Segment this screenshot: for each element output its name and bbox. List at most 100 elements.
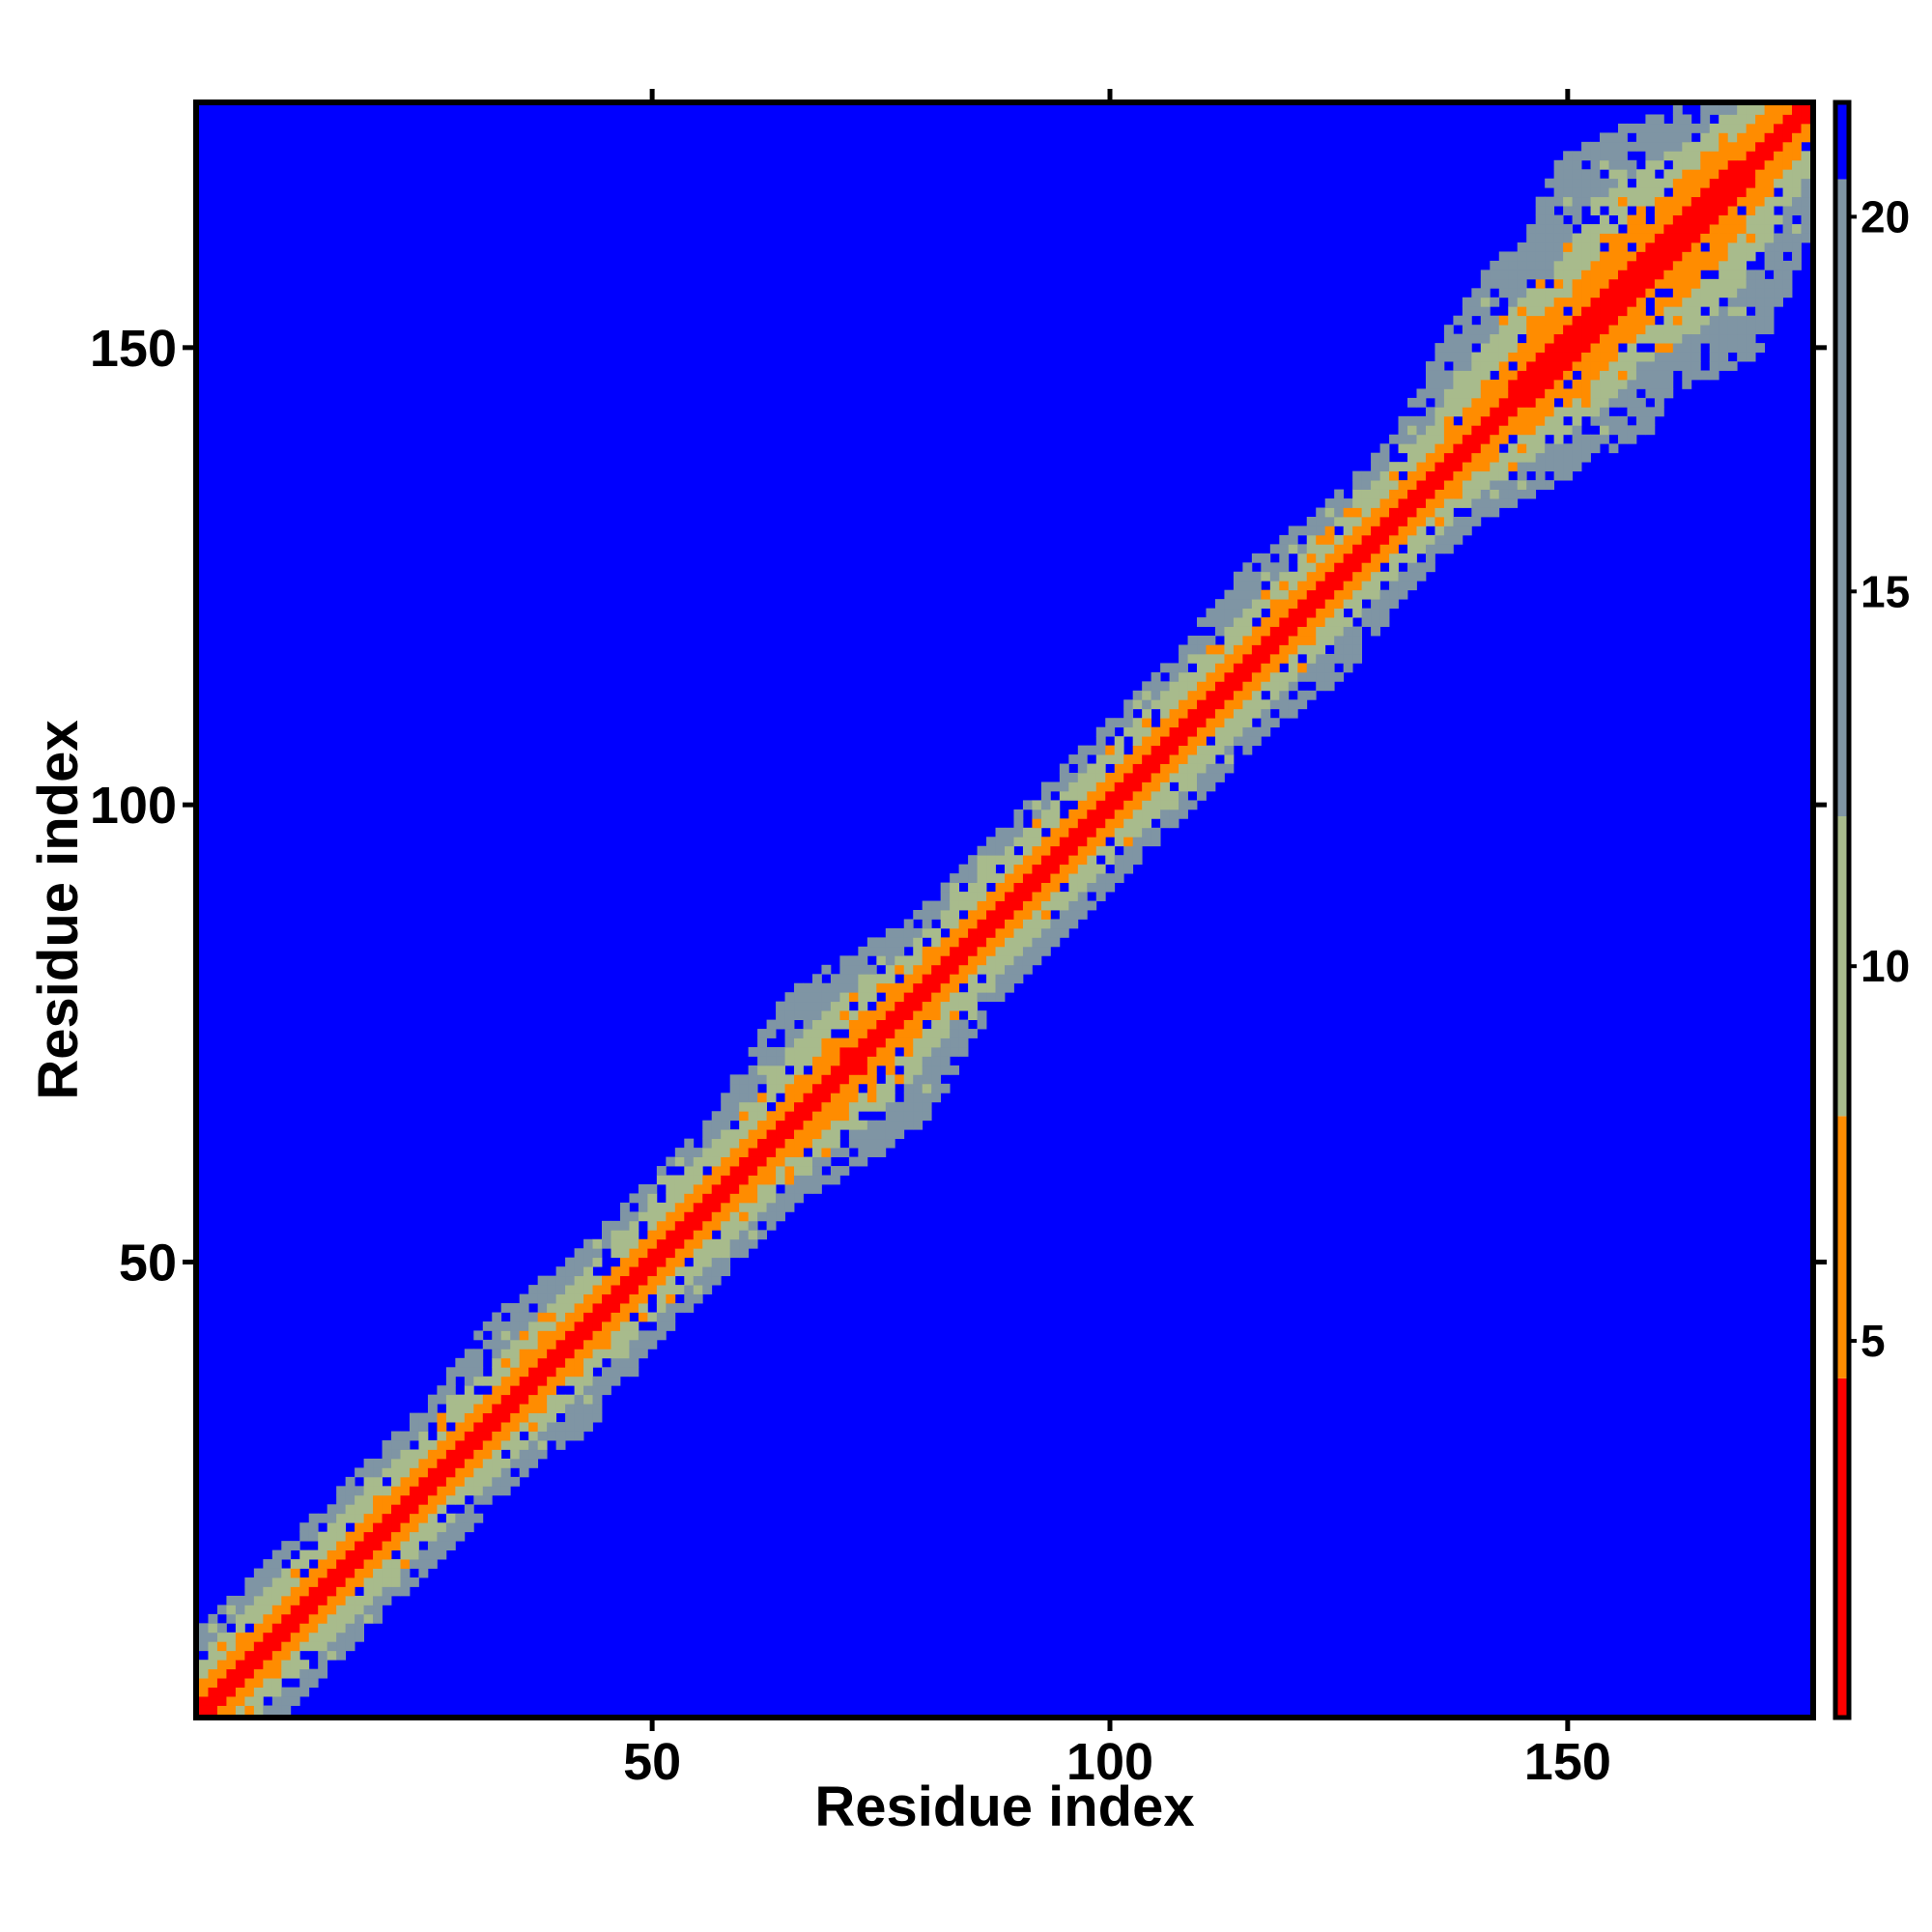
heatmap-cell — [1425, 534, 1435, 545]
x-tick-label: 150 — [1524, 1733, 1611, 1791]
heatmap-cell — [1059, 910, 1069, 920]
heatmap-cell — [1242, 699, 1253, 710]
heatmap-cell — [208, 1705, 218, 1716]
heatmap-cell — [674, 1202, 685, 1212]
colorbar-segment — [1837, 816, 1847, 1117]
heatmap-cell — [1087, 837, 1097, 847]
heatmap-cell — [1535, 361, 1546, 371]
heatmap-cell — [226, 1613, 237, 1624]
heatmap-cell — [784, 1193, 795, 1204]
heatmap-cell — [253, 1668, 264, 1679]
heatmap-cell — [784, 1001, 795, 1011]
heatmap-cell — [1526, 343, 1537, 353]
heatmap-cell — [1764, 251, 1775, 262]
heatmap-cell — [1242, 653, 1253, 664]
heatmap-cell — [1774, 123, 1783, 133]
heatmap-cell — [913, 1029, 923, 1038]
heatmap-cell — [602, 1330, 611, 1341]
heatmap-cell — [1087, 882, 1097, 893]
heatmap-cell — [1581, 352, 1591, 362]
heatmap-cell — [858, 1037, 868, 1048]
heatmap-cell — [1077, 864, 1088, 874]
heatmap-cell — [1590, 352, 1601, 362]
heatmap-cell — [693, 1193, 703, 1204]
heatmap-cell — [1160, 809, 1170, 819]
heatmap-cell — [766, 1166, 777, 1176]
heatmap-cell — [1261, 653, 1271, 664]
heatmap-cell — [244, 1632, 255, 1642]
heatmap-cell — [1160, 690, 1170, 700]
heatmap-cell — [355, 1494, 364, 1505]
heatmap-cell — [1179, 663, 1188, 673]
heatmap-cell — [1206, 699, 1216, 710]
heatmap-cell — [1261, 671, 1271, 682]
heatmap-cell — [1737, 132, 1747, 143]
heatmap-cell — [473, 1467, 484, 1478]
heatmap-cell — [1635, 178, 1646, 188]
heatmap-cell — [537, 1357, 548, 1368]
heatmap-cell — [684, 1148, 695, 1157]
heatmap-cell — [885, 1065, 895, 1075]
heatmap-cell — [729, 1211, 740, 1222]
heatmap-cell — [1572, 462, 1582, 472]
heatmap-cell — [1608, 270, 1619, 280]
heatmap-cell — [1535, 470, 1546, 481]
heatmap-cell — [1435, 407, 1445, 417]
heatmap-cell — [839, 964, 850, 975]
heatmap-cell — [1224, 708, 1235, 719]
heatmap-cell — [1563, 370, 1573, 381]
heatmap-cell — [1746, 169, 1756, 180]
heatmap-cell — [500, 1376, 511, 1386]
heatmap-cell — [803, 1175, 813, 1185]
heatmap-cell — [1022, 900, 1033, 911]
heatmap-cell — [1214, 773, 1225, 782]
heatmap-cell — [1746, 132, 1756, 143]
heatmap-cell — [1324, 589, 1335, 600]
heatmap-cell — [355, 1613, 364, 1624]
heatmap-cell — [1324, 636, 1335, 645]
heatmap-cell — [784, 1129, 795, 1140]
heatmap-cell — [492, 1321, 502, 1331]
heatmap-cell — [373, 1494, 383, 1505]
heatmap-cell — [1617, 196, 1628, 207]
heatmap-cell — [528, 1367, 539, 1378]
heatmap-cell — [500, 1431, 511, 1441]
heatmap-cell — [500, 1349, 511, 1359]
heatmap-cell — [950, 900, 960, 911]
heatmap-cell — [244, 1660, 255, 1670]
heatmap-cell — [1690, 214, 1701, 225]
heatmap-cell — [1379, 599, 1390, 610]
heatmap-cell — [1425, 480, 1435, 490]
heatmap-cell — [1572, 325, 1582, 335]
heatmap-cell — [1545, 397, 1555, 408]
heatmap-cell — [519, 1404, 529, 1414]
heatmap-cell — [1279, 571, 1290, 582]
heatmap-cell — [1279, 644, 1290, 655]
heatmap-cell — [271, 1623, 282, 1634]
heatmap-cell — [1590, 233, 1601, 243]
heatmap-cell — [1490, 388, 1500, 399]
heatmap-cell — [839, 1037, 850, 1048]
heatmap-cell — [1214, 599, 1225, 610]
heatmap-cell — [1068, 910, 1079, 920]
colorbar-segment — [1837, 104, 1847, 180]
heatmap-cell — [876, 1120, 887, 1130]
heatmap-cell — [1608, 233, 1619, 243]
heatmap-cell — [547, 1330, 557, 1341]
heatmap-cell — [1700, 178, 1711, 188]
heatmap-cell — [1600, 315, 1609, 326]
heatmap-cell — [1005, 855, 1014, 866]
heatmap-cell — [867, 1083, 877, 1094]
heatmap-cell — [537, 1449, 548, 1460]
heatmap-cell — [1553, 260, 1564, 270]
heatmap-cell — [1169, 671, 1179, 682]
heatmap-cell — [1316, 626, 1326, 637]
heatmap-cell — [1553, 187, 1564, 198]
heatmap-cell — [1261, 589, 1271, 600]
heatmap-cell — [1316, 562, 1326, 573]
heatmap-cell — [1535, 206, 1546, 215]
heatmap-cell — [1635, 306, 1646, 317]
heatmap-cell — [1032, 946, 1042, 956]
heatmap-cell — [1462, 370, 1472, 381]
heatmap-cell — [867, 1138, 877, 1149]
